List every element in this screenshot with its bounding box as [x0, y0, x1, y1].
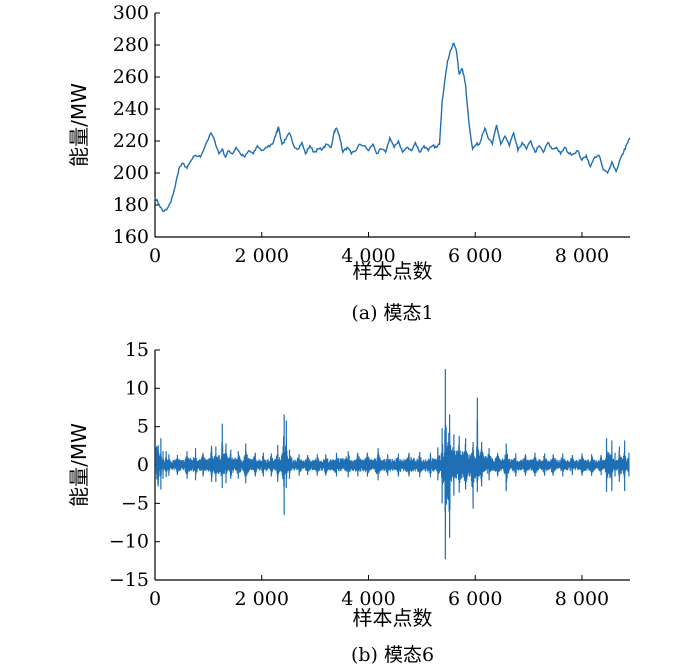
y-tick-label: 300: [113, 2, 149, 24]
y-tick-label: −5: [121, 492, 149, 514]
y-tick-label: 10: [125, 377, 149, 399]
y-tick-label: 220: [113, 130, 149, 152]
y-tick-label: 15: [125, 339, 149, 361]
x-tick-label: 6 000: [448, 245, 502, 267]
x-tick-label: 2 000: [235, 588, 289, 610]
x-tick-label: 4 000: [341, 588, 395, 610]
y-tick-label: 240: [113, 98, 149, 120]
series-line-mode6: [155, 418, 630, 532]
x-tick-label: 4 000: [341, 245, 395, 267]
x-tick-label: 2 000: [235, 245, 289, 267]
y-tick-label: 5: [137, 416, 149, 438]
series-line-mode1: [154, 42, 631, 213]
y-tick-label: 200: [113, 162, 149, 184]
x-axis-title: 样本点数: [353, 259, 433, 283]
y-tick-label: 180: [113, 194, 149, 216]
y-axis-title: 能量/MW: [67, 83, 91, 167]
y-tick-label: 260: [113, 66, 149, 88]
panel-a: [154, 12, 631, 238]
x-tick-label: 6 000: [448, 588, 502, 610]
y-tick-label: 280: [113, 34, 149, 56]
x-axis-title: 样本点数: [353, 606, 433, 630]
y-tick-label: −10: [109, 531, 149, 553]
x-tick-label: 8 000: [555, 245, 609, 267]
panel-caption: (a) 模态1: [351, 302, 433, 324]
x-tick-label: 0: [149, 588, 161, 610]
y-tick-label: 160: [113, 226, 149, 248]
y-tick-label: −15: [109, 569, 149, 591]
panel-caption: (b) 模态6: [351, 644, 434, 666]
y-tick-label: 0: [137, 454, 149, 476]
x-tick-label: 8 000: [555, 588, 609, 610]
x-tick-label: 0: [149, 245, 161, 267]
y-axis-title: 能量/MW: [67, 423, 91, 507]
panel-b: [154, 349, 630, 581]
